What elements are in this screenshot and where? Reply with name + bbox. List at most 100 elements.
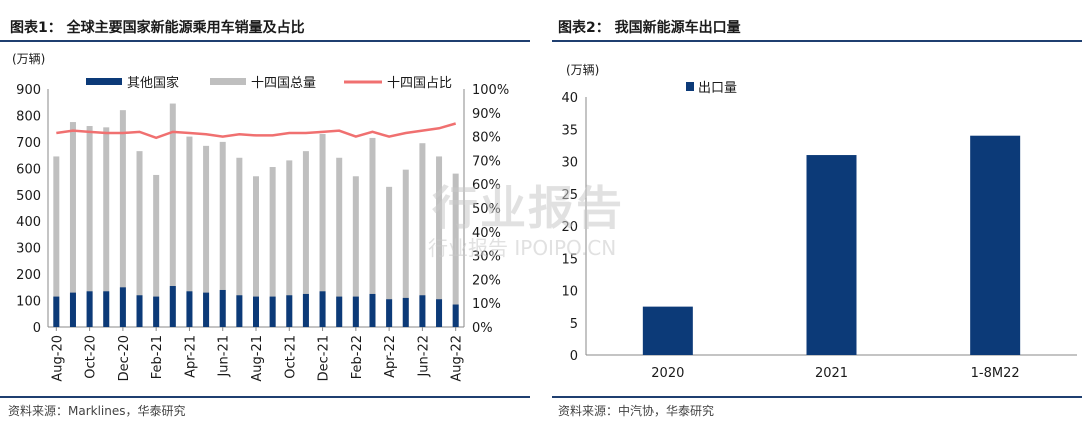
y-tick-label: 25 [561,188,578,203]
bar-other [436,299,443,327]
bar-export [806,155,857,355]
x-tick-label: Feb-22 [350,335,365,379]
x-tick-label: Feb-21 [150,335,165,379]
bar-total [419,143,426,327]
y-tick-label: 400 [16,215,41,230]
bar-total [452,173,459,327]
chart-1-svg: 0 100 200 300 400 500 600 700 800 900 0% 10% 20% 30% 4… [16,75,509,382]
y-tick-label: 600 [16,162,41,177]
bar-total [119,110,126,328]
y-tick-label: 700 [16,136,41,151]
x-tick-label: Aug-20 [50,335,65,382]
bar-other [69,292,76,327]
bar-total [153,174,160,327]
x-tick-label: Dec-21 [317,335,332,381]
bar-total [302,151,309,327]
bar-total [186,136,193,327]
legend-label-share: 十四国占比 [387,76,452,91]
bar-other [219,289,226,327]
bar-other [103,291,110,327]
legend-label-export: 出口量 [698,81,737,96]
bar-total [219,141,226,327]
bar-total [386,186,393,327]
bar-other [286,295,293,327]
x-tick-label: Dec-20 [117,335,132,381]
y-tick-label: 300 [16,242,41,257]
bar-other [269,296,276,327]
x-tick-label: Oct-21 [283,335,298,379]
bar-export [642,306,693,355]
bar-total [203,145,210,327]
y2-tick-label: 40% [472,226,501,241]
chart-panel-1: 图表1： 全球主要国家新能源乘用车销量及占比 (万辆) 0 100 200 300 40… [0,0,530,427]
x-tick-label: Aug-22 [450,335,465,382]
source-rule [552,396,1082,398]
bar-other [336,296,343,327]
x-tick-label: 2021 [815,366,848,381]
bar-other [319,291,326,327]
y-tick-label: 0 [33,321,41,336]
y2-tick-label: 10% [472,297,501,312]
bar-other [302,293,309,327]
x-tick-label: Jun-22 [416,335,431,378]
source-rule [0,396,530,398]
legend-label-total: 十四国总量 [251,76,316,91]
y-tick-label: 100 [16,295,41,310]
bar-other [153,296,160,327]
bar-other [402,297,409,327]
bar-total [402,169,409,327]
bar-total [369,137,376,327]
x-tick-label: Apr-21 [183,335,198,378]
y2-tick-label: 100% [472,83,509,98]
y2-tick-label: 90% [472,107,501,122]
chart-2-svg: 0 5 10 15 20 25 30 35 40 2020 2021 1-8M22 出口量 [561,81,1077,381]
x-tick-label: 1-8M22 [971,366,1020,381]
x-tick-label: Aug-21 [250,335,265,382]
bar-total [136,151,143,327]
bar-total [336,157,343,327]
legend-swatch-total [210,78,246,85]
bar-other [169,286,176,327]
x-tick-label: Apr-22 [383,335,398,378]
legend-swatch-other [86,78,122,85]
chart-1-title: 图表1： 全球主要国家新能源乘用车销量及占比 [10,20,305,36]
x-tick-label: Oct-20 [84,335,99,379]
bar-other [452,304,459,327]
x-tick-label: Jun-21 [217,335,232,378]
bar-total [86,126,93,328]
bar-export [970,135,1021,355]
y-tick-label: 200 [16,268,41,283]
y-tick-label: 800 [16,109,41,124]
bar-total [69,122,76,327]
y-tick-label: 500 [16,189,41,204]
bar-other [386,299,393,327]
bar-total [53,156,60,327]
y2-tick-label: 0% [472,321,493,336]
y-tick-label: 35 [561,123,578,138]
y2-tick-label: 70% [472,154,501,169]
bar-total [236,157,243,327]
y-tick-label: 15 [561,252,578,267]
bar-other [53,296,60,327]
y2-tick-label: 20% [472,273,501,288]
y-tick-label: 0 [570,349,578,364]
legend-swatch-export [686,82,694,91]
bar-other [236,295,243,327]
chart-2-source: 资料来源：中汽协，华泰研究 [558,404,715,418]
bar-other [86,291,93,327]
bar-total [352,176,359,327]
y-tick-label: 20 [561,220,578,235]
y-tick-label: 30 [561,156,578,171]
bar-other [419,295,426,327]
y2-tick-label: 50% [472,202,501,217]
bar-other [203,292,210,327]
bar-total [436,156,443,327]
y-tick-label: 900 [16,83,41,98]
y-tick-label: 10 [561,285,578,300]
chart-2-title: 图表2： 我国新能源车出口量 [558,20,741,36]
y-tick-label: 5 [570,317,578,332]
bar-other [119,287,126,327]
y-tick-label: 40 [561,91,578,106]
y2-tick-label: 60% [472,178,501,193]
bar-total [169,103,176,328]
